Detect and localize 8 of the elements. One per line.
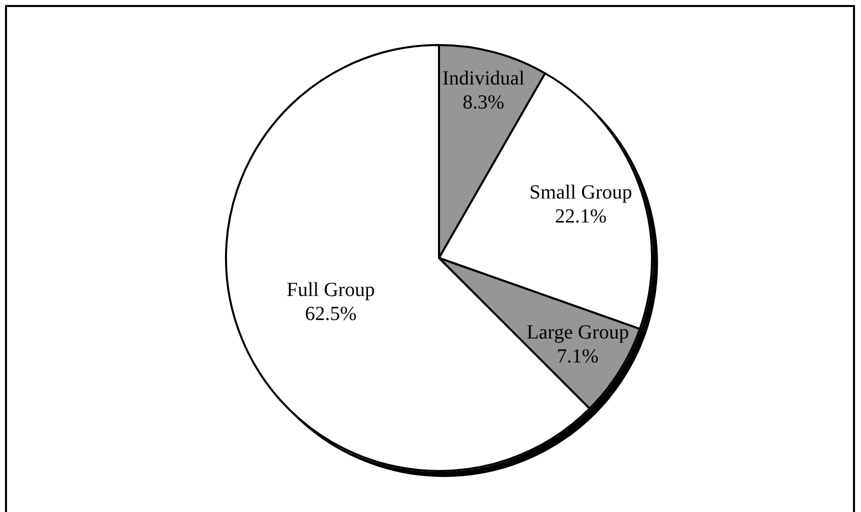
data-label: 8.3% [462,92,504,114]
data-label: 22.1% [554,206,607,228]
slice-label: Full Group [286,279,375,302]
slice-label: Large Group [526,322,629,344]
slice-label: Individual [442,68,526,90]
slice-label: Small Group [529,182,632,204]
data-label: 7.1% [556,346,599,368]
data-label: 62.5% [304,303,357,326]
